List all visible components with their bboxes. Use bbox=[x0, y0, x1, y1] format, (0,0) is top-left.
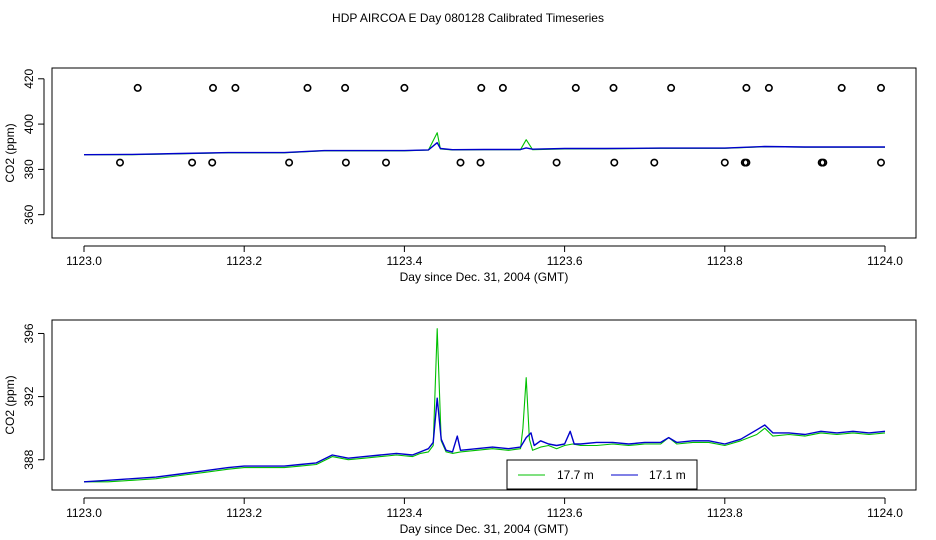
legend-label-17.7m: 17.7 m bbox=[557, 468, 594, 482]
top-marker-low-3 bbox=[285, 158, 294, 167]
top-marker-high-0 bbox=[133, 83, 142, 92]
top-x-axis: 1123.0 1123.2 1123.4 1123.6 1123.8 1124.0 bbox=[66, 245, 903, 268]
bottom-x-tick-label: 1123.2 bbox=[226, 506, 262, 520]
bottom-x-tick-label: 1123.0 bbox=[66, 506, 102, 520]
legend: 17.7 m 17.1 m bbox=[506, 459, 698, 490]
bottom-series-line-17.7m bbox=[84, 328, 886, 483]
bottom-x-axis: 1123.0 1123.2 1123.4 1123.6 1123.8 1124.0 bbox=[66, 497, 903, 520]
top-marker-high-13 bbox=[837, 83, 846, 92]
top-y-axis-label: CO2 (ppm) bbox=[3, 123, 17, 182]
bottom-y-tick-label: 396 bbox=[22, 323, 36, 343]
top-marker-low-10 bbox=[650, 158, 659, 167]
top-marker-low-2 bbox=[208, 158, 217, 167]
bottom-y-axis-label: CO2 (ppm) bbox=[3, 375, 17, 434]
top-y-tick-label: 360 bbox=[22, 204, 36, 224]
top-x-axis-label: Day since Dec. 31, 2004 (GMT) bbox=[400, 270, 569, 284]
top-marker-high-7 bbox=[498, 83, 507, 92]
top-x-tick-label: 1123.6 bbox=[547, 254, 583, 268]
top-marker-high-14 bbox=[876, 83, 885, 92]
top-marker-low-16 bbox=[876, 158, 885, 167]
top-marker-low-6 bbox=[456, 158, 465, 167]
top-series-line-17.7m bbox=[84, 132, 885, 156]
top-marker-low-13 bbox=[742, 158, 751, 167]
bottom-x-tick-label: 1123.6 bbox=[547, 506, 583, 520]
bottom-x-tick-label: 1124.0 bbox=[867, 506, 903, 520]
top-marker-low-9 bbox=[610, 158, 619, 167]
bottom-x-tick-label: 1123.8 bbox=[707, 506, 743, 520]
top-panel: 1123.0 1123.2 1123.4 1123.6 1123.8 1124.0 360… bbox=[3, 67, 917, 284]
top-plot-frame bbox=[51, 67, 917, 239]
top-y-tick-label: 420 bbox=[22, 68, 36, 88]
top-x-tick-label: 1124.0 bbox=[867, 254, 903, 268]
top-series-line-17.1m bbox=[83, 141, 885, 156]
top-y-tick-label: 380 bbox=[22, 159, 36, 179]
top-y-axis: 360 380 400 420 bbox=[22, 68, 45, 225]
top-marker-high-3 bbox=[303, 83, 312, 92]
top-marker-high-10 bbox=[667, 83, 676, 92]
top-marker-high-1 bbox=[209, 83, 218, 92]
top-marker-high-4 bbox=[341, 83, 350, 92]
bottom-x-tick-label: 1123.4 bbox=[386, 506, 422, 520]
bottom-x-axis-label: Day since Dec. 31, 2004 (GMT) bbox=[400, 522, 569, 536]
top-marker-low-8 bbox=[552, 158, 561, 167]
top-x-tick-label: 1123.4 bbox=[386, 254, 422, 268]
top-marker-low-4 bbox=[341, 158, 350, 167]
bottom-y-tick-label: 392 bbox=[22, 386, 36, 406]
legend-label-17.1m: 17.1 m bbox=[649, 468, 686, 482]
bottom-y-tick-label: 388 bbox=[22, 449, 36, 469]
top-marker-low-15 bbox=[819, 158, 828, 167]
top-x-tick-label: 1123.2 bbox=[226, 254, 262, 268]
top-y-tick-label: 400 bbox=[22, 114, 36, 134]
top-marker-high-11 bbox=[742, 83, 751, 92]
top-marker-high-2 bbox=[231, 83, 240, 92]
top-marker-high-5 bbox=[400, 83, 409, 92]
figure-title: HDP AIRCOA E Day 080128 Calibrated Times… bbox=[332, 11, 604, 25]
top-marker-high-8 bbox=[571, 83, 580, 92]
bottom-series-line-17.1m bbox=[83, 397, 886, 483]
top-x-tick-label: 1123.0 bbox=[66, 254, 102, 268]
top-marker-low-1 bbox=[188, 158, 197, 167]
top-x-tick-label: 1123.8 bbox=[707, 254, 743, 268]
top-marker-high-12 bbox=[764, 83, 773, 92]
bottom-panel: 1123.0 1123.2 1123.4 1123.6 1123.8 1124.0 388… bbox=[3, 319, 917, 536]
top-marker-high-9 bbox=[609, 83, 618, 92]
top-marker-low-7 bbox=[476, 158, 485, 167]
top-marker-low-5 bbox=[381, 158, 390, 167]
top-marker-low-0 bbox=[116, 158, 125, 167]
bottom-y-axis: 388 392 396 bbox=[22, 323, 45, 470]
bottom-plot-frame bbox=[51, 319, 917, 491]
top-marker-low-11 bbox=[720, 158, 729, 167]
top-marker-high-6 bbox=[477, 83, 486, 92]
